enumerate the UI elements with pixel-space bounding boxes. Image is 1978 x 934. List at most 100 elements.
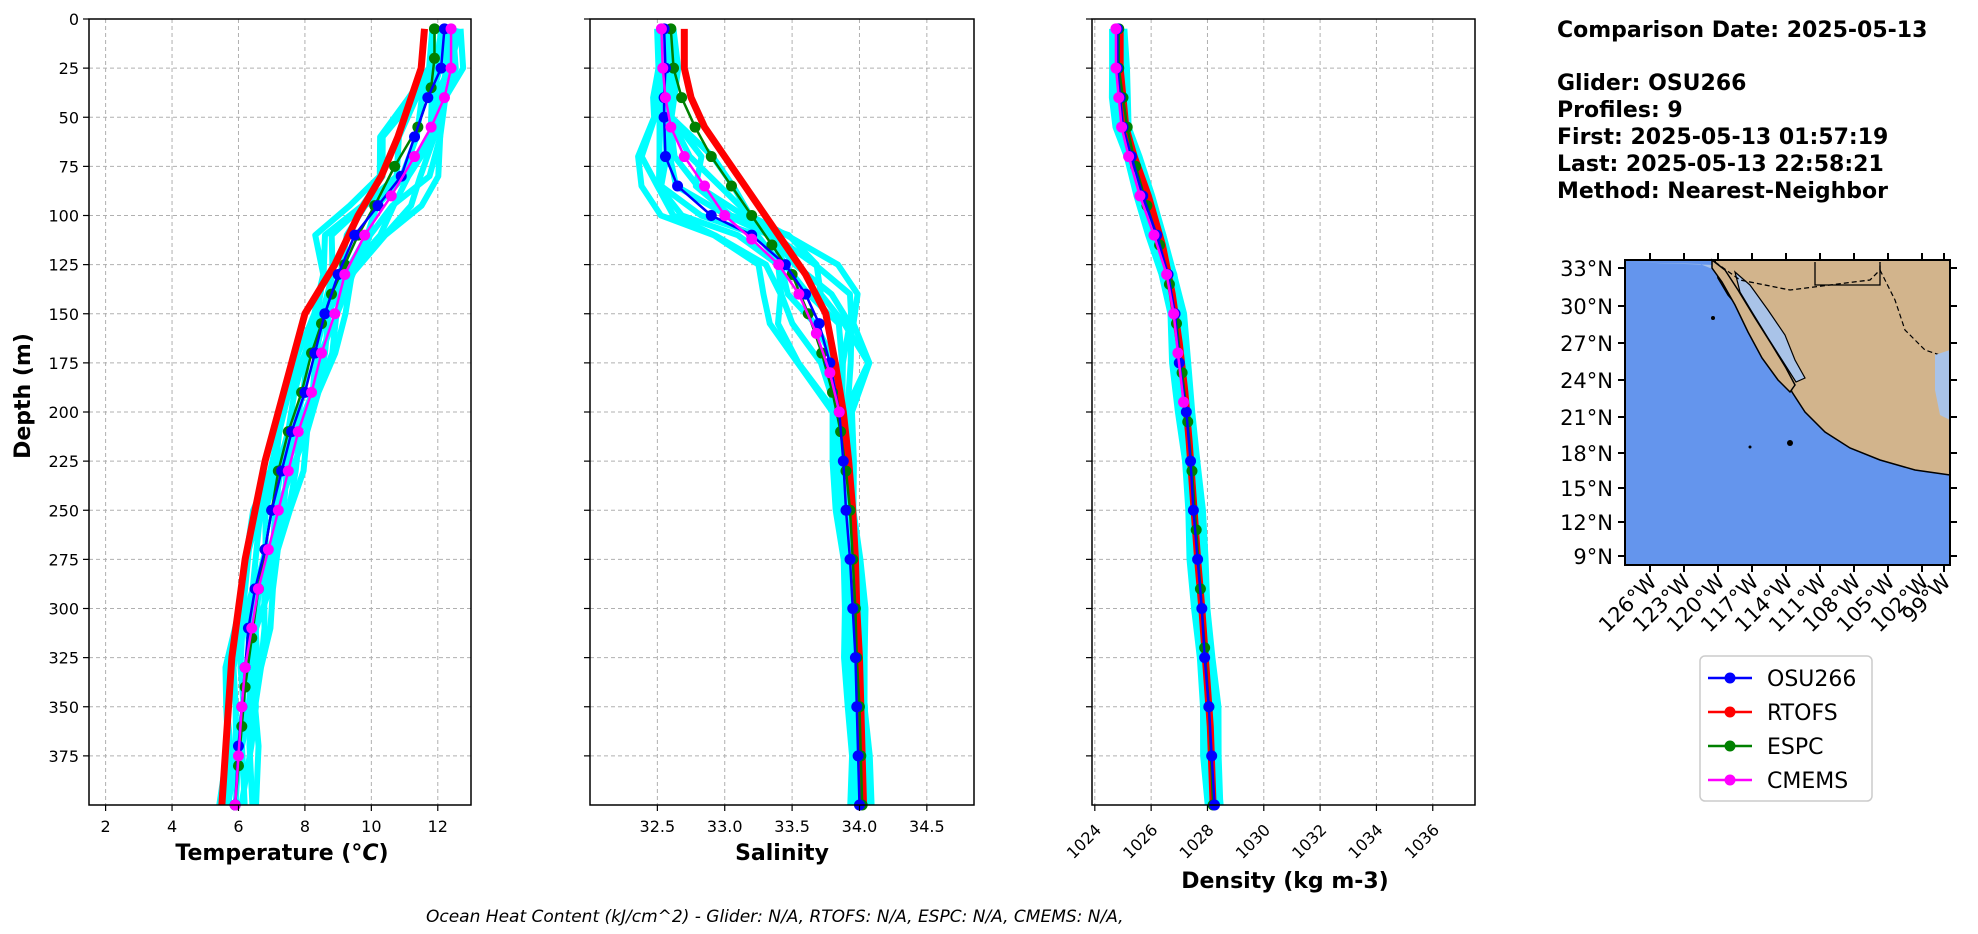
data-point: [1203, 701, 1215, 713]
x-tick-label: 33.0: [707, 817, 743, 836]
y-tick-label: 175: [48, 354, 79, 373]
series-line: [680, 28, 868, 806]
us-state-lines: [1814, 262, 1881, 286]
legend-label: OSU266: [1767, 667, 1856, 692]
map-lat-label: 18°N: [1560, 442, 1613, 466]
x-tick-label: 2: [101, 817, 111, 836]
data-point: [793, 288, 805, 300]
y-tick-label: 350: [48, 698, 79, 717]
legend-marker: [1724, 774, 1736, 786]
x-tick-label: 34.0: [842, 817, 878, 836]
map-lat-label: 15°N: [1560, 477, 1613, 501]
x-tick-label: 12: [428, 817, 448, 836]
data-point: [705, 210, 717, 221]
ohc-footer: Ocean Heat Content (kJ/cm^2) - Glider: N…: [426, 907, 1124, 927]
legend-entry-espc: ESPC: [1708, 735, 1824, 760]
legend-marker: [1724, 672, 1736, 684]
glider-profile: [239, 28, 453, 806]
data-point: [232, 750, 244, 762]
y-tick-label: 100: [48, 207, 79, 226]
series-line: [233, 28, 436, 806]
series-line: [233, 28, 453, 806]
x-tick-label: 34.5: [909, 817, 945, 836]
data-point: [1172, 347, 1184, 359]
map-lat-label: 24°N: [1560, 369, 1613, 393]
data-point: [840, 504, 852, 516]
glider-profile: [223, 28, 445, 806]
data-point: [676, 92, 688, 104]
x-tick-label: 1034: [1344, 820, 1386, 862]
data-point: [847, 603, 859, 614]
y-tick-label: 250: [48, 501, 79, 520]
data-point: [1185, 455, 1197, 467]
data-point: [1110, 62, 1122, 74]
state-border: [1879, 269, 1941, 356]
data-point: [1206, 750, 1218, 762]
legend-label: ESPC: [1767, 735, 1824, 760]
data-point: [658, 111, 670, 123]
legend-marker: [1724, 740, 1736, 752]
data-point: [672, 180, 684, 192]
legend-entry-cmems: CMEMS: [1708, 769, 1848, 794]
data-point: [852, 750, 864, 762]
y-tick-label: 275: [48, 550, 79, 569]
data-point: [833, 406, 845, 418]
data-point: [725, 180, 737, 192]
data-point: [385, 190, 397, 202]
y-tick-label: 300: [48, 600, 79, 619]
data-point: [837, 455, 849, 467]
data-point: [409, 151, 421, 163]
x-tick-label: 32.5: [640, 817, 676, 836]
data-point: [1123, 151, 1135, 163]
y-tick-label: 325: [48, 649, 79, 668]
data-point: [1161, 268, 1173, 280]
data-point: [1116, 121, 1128, 133]
y-tick-label: 25: [59, 59, 79, 78]
data-point: [306, 386, 318, 398]
panel-2: 32.5 33.0 33.5 34.0 34.5: [584, 18, 975, 836]
x-tick-label: 1030: [1232, 820, 1274, 862]
glider-profile: [225, 28, 450, 806]
map-lat-ticks: 33°N 30°N 27°N 24°N 21°N 18°N 15°N 12°N 9°N: [1560, 257, 1957, 569]
density-axis-label: Density (kg m-3): [1181, 869, 1389, 894]
depth-axis-label: Depth (m): [11, 333, 36, 459]
data-point: [282, 465, 294, 477]
data-point: [746, 233, 758, 245]
data-point: [425, 121, 437, 133]
data-point: [445, 62, 457, 74]
data-point: [689, 121, 701, 133]
data-point: [428, 23, 440, 35]
data-point: [409, 131, 421, 143]
map-lat-label: 27°N: [1560, 332, 1613, 356]
legend-entry-osu266: OSU266: [1708, 667, 1856, 692]
map-lat-label: 30°N: [1560, 295, 1613, 319]
data-point: [766, 239, 778, 251]
location-map: 33°N30°N27°N24°N21°N18°N15°N12°N9°N 126°…: [1560, 253, 1957, 637]
data-point: [445, 23, 457, 35]
legend-entry-rtofs: RTOFS: [1708, 701, 1838, 726]
data-point: [359, 229, 371, 241]
data-point: [659, 151, 671, 163]
data-point: [1199, 652, 1211, 664]
data-point: [705, 151, 717, 163]
data-point: [428, 52, 440, 64]
panel-3: 1024 1026 1028 1030 1032 1034 1036: [1063, 18, 1476, 863]
x-tick-label: 8: [300, 817, 310, 836]
data-point: [422, 92, 434, 104]
data-point: [813, 318, 825, 330]
data-point: [438, 92, 450, 104]
data-point: [655, 23, 667, 35]
map-lat-label: 9°N: [1573, 545, 1613, 569]
data-point: [1113, 92, 1125, 104]
series-cmems: [1110, 23, 1190, 408]
data-point: [252, 583, 264, 595]
y-tick-label: 50: [59, 108, 79, 127]
y-tick-label: 225: [48, 452, 79, 471]
data-point: [668, 62, 680, 74]
data-point: [349, 229, 361, 241]
y-tick-label: 0: [69, 10, 79, 29]
first-time: First: 2025-05-13 01:57:19: [1557, 125, 1888, 150]
data-point: [1168, 308, 1180, 320]
data-point: [719, 210, 731, 221]
